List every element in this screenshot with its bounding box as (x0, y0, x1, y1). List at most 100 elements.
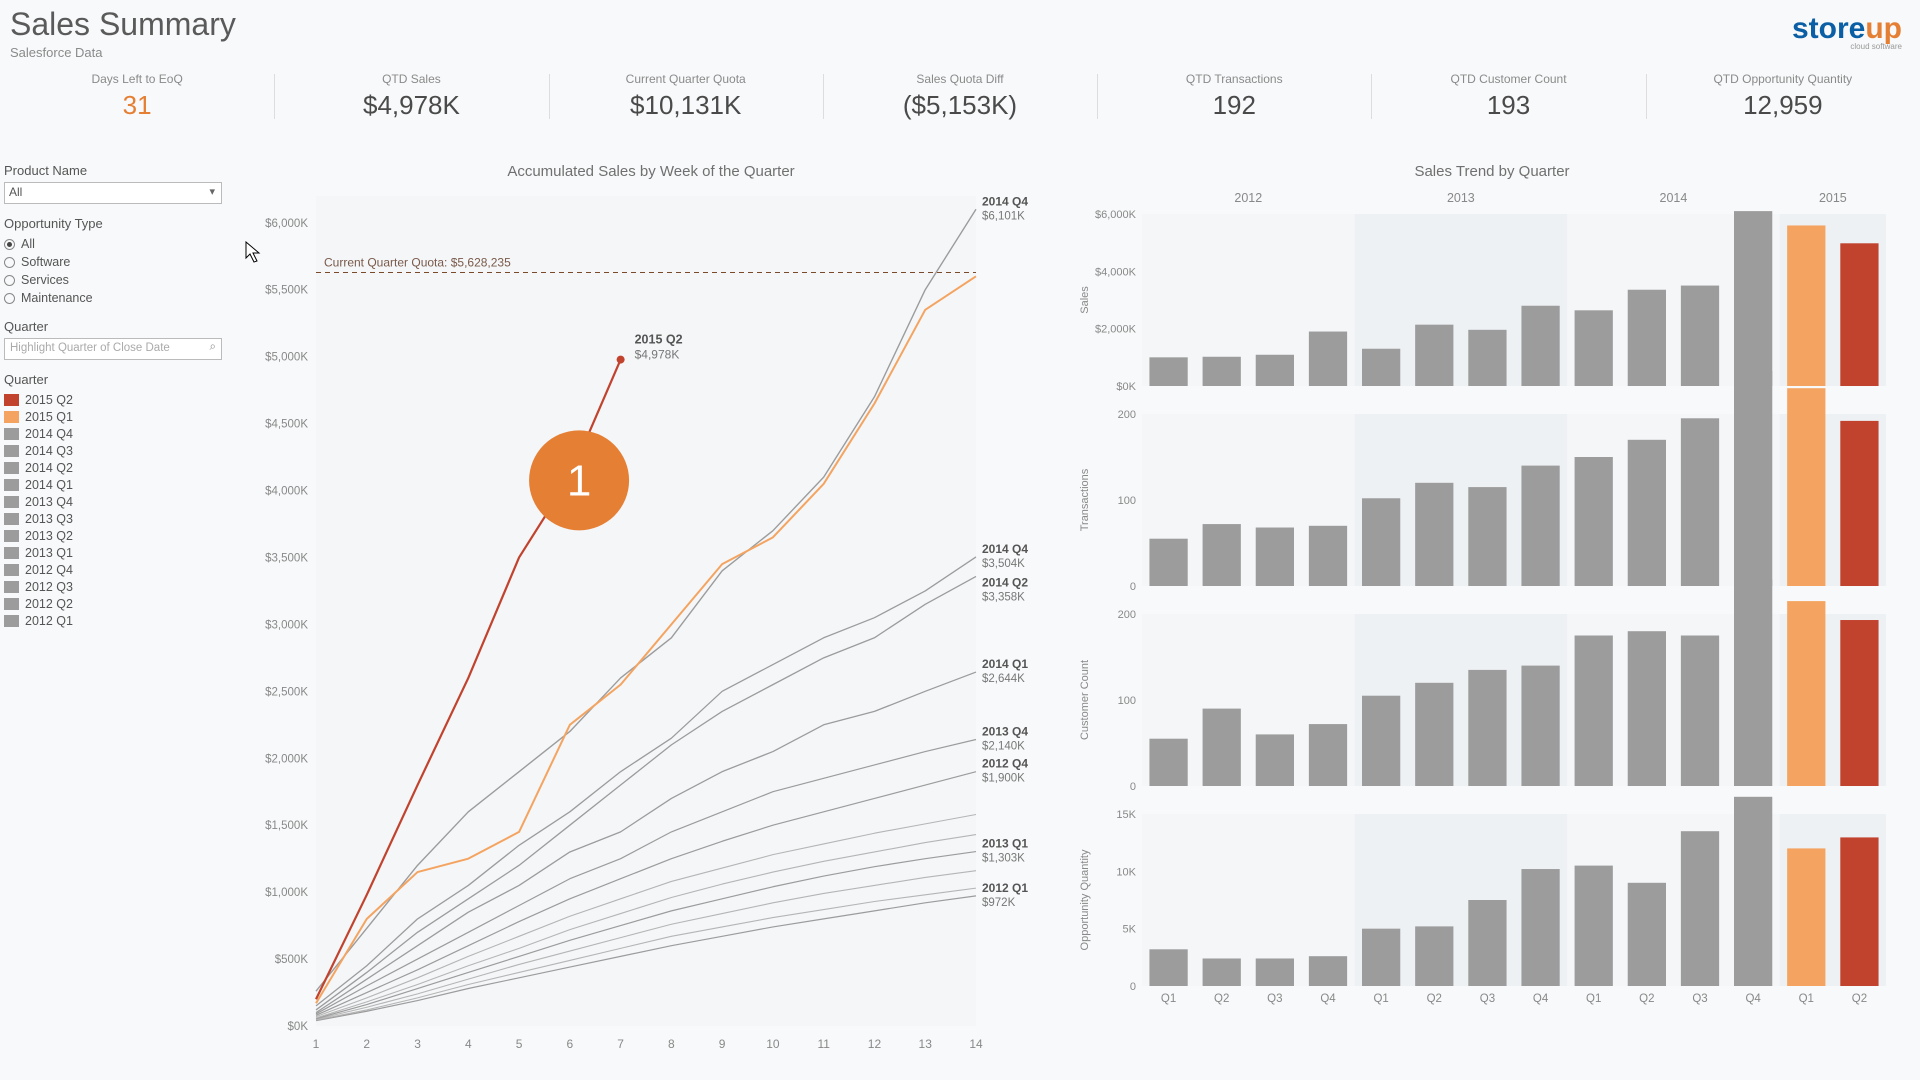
quarter-legend-item[interactable]: 2012 Q1 (4, 612, 230, 629)
svg-text:$1,500K: $1,500K (265, 820, 308, 832)
svg-text:Q1: Q1 (1799, 993, 1814, 1005)
svg-text:$3,000K: $3,000K (265, 619, 308, 631)
svg-text:2012 Q1: 2012 Q1 (982, 881, 1028, 895)
quarter-legend-item[interactable]: 2014 Q4 (4, 425, 230, 442)
sales-trend-charts[interactable]: 2012201320142015Sales$0K$2,000K$4,000K$6… (1072, 186, 1892, 1056)
svg-text:8: 8 (668, 1037, 675, 1051)
quarter-legend-item[interactable]: 2013 Q4 (4, 493, 230, 510)
svg-text:Opportunity Quantity: Opportunity Quantity (1079, 849, 1091, 950)
bar-panel-title: Sales Trend by Quarter (1072, 163, 1912, 180)
svg-text:2: 2 (363, 1037, 370, 1051)
quarter-highlight-input[interactable]: Highlight Quarter of Close Date (4, 338, 222, 360)
svg-text:Q3: Q3 (1480, 993, 1495, 1005)
svg-text:$3,500K: $3,500K (265, 552, 308, 564)
svg-text:2013: 2013 (1447, 191, 1475, 205)
svg-text:$2,500K: $2,500K (265, 686, 308, 698)
kpi-value: 31 (0, 90, 274, 121)
svg-text:2013 Q1: 2013 Q1 (982, 837, 1028, 851)
svg-text:Current Quarter Quota: $5,628,: Current Quarter Quota: $5,628,235 (324, 256, 511, 270)
svg-text:Q1: Q1 (1161, 993, 1176, 1005)
product-name-label: Product Name (4, 163, 230, 178)
svg-text:2014: 2014 (1660, 191, 1688, 205)
svg-text:$4,500K: $4,500K (265, 419, 308, 431)
svg-text:15K: 15K (1116, 809, 1136, 821)
svg-text:Customer Count: Customer Count (1079, 660, 1091, 740)
quarter-legend-item[interactable]: 2012 Q3 (4, 578, 230, 595)
brand-logo: storeup cloud software (1792, 12, 1902, 51)
line-chart-title: Accumulated Sales by Week of the Quarter (246, 163, 1056, 180)
kpi-card: QTD Opportunity Quantity 12,959 (1646, 66, 1920, 127)
svg-text:11: 11 (817, 1037, 830, 1051)
svg-text:7: 7 (617, 1037, 624, 1051)
kpi-card: Current Quarter Quota $10,131K (549, 66, 823, 127)
svg-text:5K: 5K (1123, 924, 1137, 936)
svg-text:$2,000K: $2,000K (1095, 324, 1137, 336)
svg-text:4: 4 (465, 1037, 472, 1051)
page-subtitle: Salesforce Data (10, 45, 236, 60)
kpi-label: QTD Customer Count (1371, 72, 1645, 86)
svg-text:$6,101K: $6,101K (982, 210, 1025, 222)
product-name-select[interactable]: All (4, 182, 222, 204)
svg-text:$5,000K: $5,000K (265, 352, 308, 364)
svg-text:$1,900K: $1,900K (982, 773, 1025, 785)
svg-text:$6,000K: $6,000K (1095, 209, 1137, 221)
quarter-legend-item[interactable]: 2012 Q2 (4, 595, 230, 612)
kpi-card: QTD Customer Count 193 (1371, 66, 1645, 127)
kpi-value: 12,959 (1646, 90, 1920, 121)
quarter-highlight-label: Quarter (4, 319, 230, 334)
svg-text:2013 Q4: 2013 Q4 (982, 725, 1028, 739)
svg-text:2015: 2015 (1819, 191, 1847, 205)
quarter-legend-item[interactable]: 2015 Q1 (4, 408, 230, 425)
svg-text:200: 200 (1118, 609, 1136, 621)
filters-panel: Product Name All Opportunity Type AllSof… (4, 163, 230, 1061)
svg-text:$0K: $0K (1116, 381, 1136, 393)
svg-text:Q2: Q2 (1852, 993, 1867, 1005)
svg-text:$972K: $972K (982, 897, 1016, 909)
quarter-legend-item[interactable]: 2015 Q2 (4, 391, 230, 408)
svg-text:$0K: $0K (288, 1021, 309, 1033)
svg-text:Q3: Q3 (1267, 993, 1282, 1005)
svg-text:$2,644K: $2,644K (982, 673, 1025, 685)
quarter-legend-item[interactable]: 2012 Q4 (4, 561, 230, 578)
svg-text:2014 Q4: 2014 Q4 (982, 194, 1028, 208)
svg-text:$1,000K: $1,000K (265, 887, 308, 899)
kpi-label: QTD Opportunity Quantity (1646, 72, 1920, 86)
kpi-row: Days Left to EoQ 31QTD Sales $4,978KCurr… (0, 62, 1920, 135)
quarter-legend-item[interactable]: 2013 Q3 (4, 510, 230, 527)
svg-text:1: 1 (567, 456, 591, 505)
svg-text:Q1: Q1 (1586, 993, 1601, 1005)
quarter-legend-item[interactable]: 2013 Q1 (4, 544, 230, 561)
svg-text:Q2: Q2 (1427, 993, 1442, 1005)
svg-text:Q4: Q4 (1320, 993, 1336, 1005)
opportunity-type-radio[interactable]: Services (4, 271, 230, 289)
svg-text:12: 12 (868, 1037, 882, 1051)
bar-panel: Sales Trend by Quarter 2012201320142015S… (1072, 163, 1912, 1061)
kpi-label: Current Quarter Quota (549, 72, 823, 86)
quarter-legend-label: Quarter (4, 372, 230, 387)
svg-text:3: 3 (414, 1037, 421, 1051)
kpi-value: $4,978K (274, 90, 548, 121)
page-title: Sales Summary (10, 6, 236, 43)
kpi-value: 192 (1097, 90, 1371, 121)
svg-text:Q3: Q3 (1692, 993, 1707, 1005)
svg-text:0: 0 (1130, 781, 1136, 793)
svg-text:$4,000K: $4,000K (1095, 266, 1137, 278)
quarter-legend-item[interactable]: 2014 Q1 (4, 476, 230, 493)
svg-text:$6,000K: $6,000K (265, 218, 308, 230)
kpi-card: QTD Sales $4,978K (274, 66, 548, 127)
svg-text:2015 Q2: 2015 Q2 (635, 333, 683, 347)
opportunity-type-label: Opportunity Type (4, 216, 230, 231)
accumulated-sales-chart[interactable]: $0K$500K$1,000K$1,500K$2,000K$2,500K$3,0… (246, 186, 1056, 1056)
opportunity-type-radio[interactable]: Software (4, 253, 230, 271)
quarter-legend-item[interactable]: 2014 Q2 (4, 459, 230, 476)
svg-text:0: 0 (1130, 581, 1136, 593)
svg-text:9: 9 (719, 1037, 726, 1051)
svg-text:10: 10 (766, 1037, 780, 1051)
quarter-legend-item[interactable]: 2014 Q3 (4, 442, 230, 459)
quarter-legend-item[interactable]: 2013 Q2 (4, 527, 230, 544)
svg-text:1: 1 (313, 1037, 320, 1051)
svg-text:$1,303K: $1,303K (982, 853, 1025, 865)
opportunity-type-radio[interactable]: Maintenance (4, 289, 230, 307)
opportunity-type-radio[interactable]: All (4, 235, 230, 253)
svg-text:2014 Q2: 2014 Q2 (982, 575, 1028, 589)
